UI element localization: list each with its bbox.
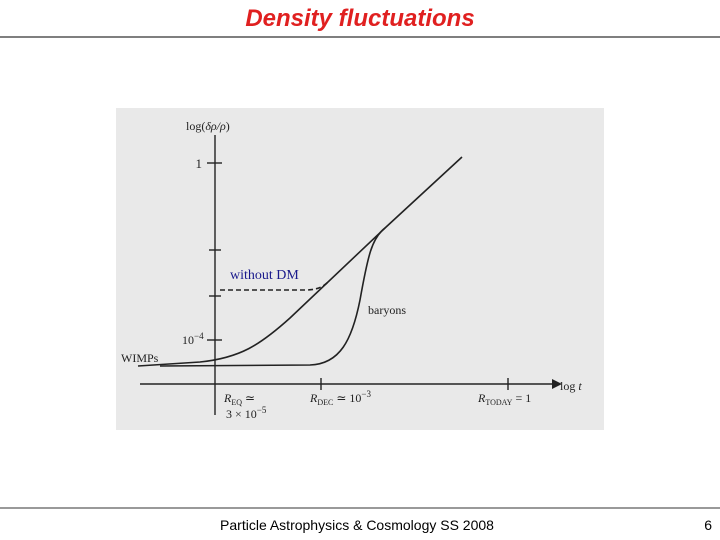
y-tick-label: 10−4 (182, 331, 204, 347)
label-part: 3 × 10 (226, 407, 257, 421)
label-part: log( (186, 119, 205, 133)
label-part: TODAY (485, 398, 512, 407)
axes (140, 135, 552, 415)
footer-text: Particle Astrophysics & Cosmology SS 200… (220, 517, 494, 533)
x-tick-label: REQ ≃ (223, 391, 255, 407)
label-part: log (560, 379, 578, 393)
figure: log(δρ/ρ) 1 10−4 log t WIMPs without DM … (116, 108, 604, 430)
curve-label: WIMPs (121, 351, 159, 365)
x-tick-label: RTODAY = 1 (477, 391, 531, 407)
label-part: ≃ 10 (333, 391, 361, 405)
curve-label: without DM (230, 268, 299, 283)
label-part: R (223, 391, 232, 405)
figure-background (116, 108, 604, 430)
label-part: EQ (231, 398, 242, 407)
label-part: −4 (194, 331, 204, 341)
label-part: 10 (182, 333, 194, 347)
x-tick-label: 3 × 10−5 (226, 405, 267, 421)
label-part: R (309, 391, 318, 405)
x-tick-label: RDEC ≃ 10−3 (309, 389, 371, 407)
label-part: ≃ (242, 391, 255, 405)
label-part: −3 (361, 389, 371, 399)
y-tick-label: 1 (196, 156, 203, 171)
curve-label: baryons (368, 303, 406, 317)
without-dm-curve (220, 281, 329, 291)
slide-title: Density fluctuations (245, 5, 474, 32)
label-part: δρ/ρ (205, 119, 226, 133)
label-part: −5 (257, 405, 267, 415)
baryons-curve (159, 227, 386, 367)
y-axis-label: log(δρ/ρ) (186, 119, 230, 133)
label-part: t (578, 379, 582, 393)
page-number: 6 (704, 517, 712, 533)
label-part: = 1 (512, 391, 531, 405)
label-part: R (477, 391, 486, 405)
label-part: ) (226, 119, 230, 133)
x-axis-arrow (552, 379, 562, 389)
label-part: DEC (317, 398, 333, 407)
wimps-curve (137, 156, 463, 367)
x-axis-label: log t (560, 379, 582, 393)
